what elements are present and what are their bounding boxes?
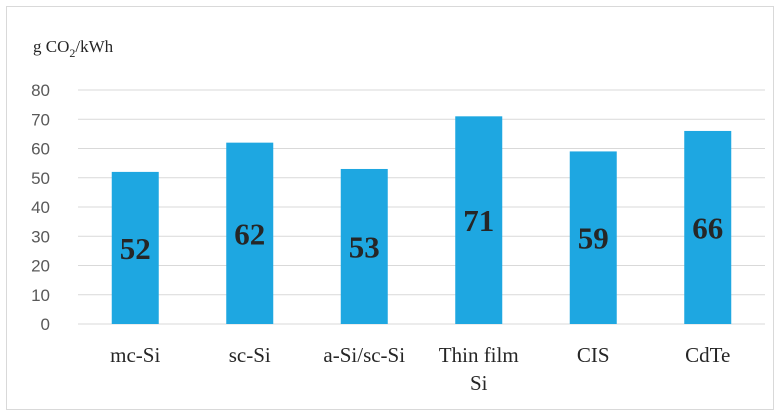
y-tick-label: 80 bbox=[31, 81, 50, 100]
bar bbox=[684, 130, 732, 324]
data-label: 71 bbox=[463, 203, 494, 238]
y-axis-label: g CO2/kWh bbox=[33, 37, 114, 60]
y-tick-label: 40 bbox=[31, 198, 50, 217]
data-label: 66 bbox=[692, 210, 723, 245]
y-tick-label: 30 bbox=[31, 227, 50, 246]
data-label: 53 bbox=[349, 229, 380, 264]
data-labels: 52 62 53 71 59 66 bbox=[120, 203, 724, 266]
data-label: 59 bbox=[578, 221, 609, 256]
x-tick-label: sc-Si bbox=[229, 343, 271, 367]
y-tick-label: 50 bbox=[31, 169, 50, 188]
bar bbox=[455, 116, 503, 324]
data-label: 52 bbox=[120, 231, 151, 266]
x-tick-label: CIS bbox=[577, 343, 610, 367]
data-label: 62 bbox=[234, 216, 265, 251]
x-tick-label: CdTe bbox=[685, 343, 730, 367]
x-tick-label: mc-Si bbox=[110, 343, 160, 367]
bar bbox=[111, 171, 159, 324]
y-tick-label: 70 bbox=[31, 110, 50, 129]
y-tick-label: 60 bbox=[31, 140, 50, 159]
y-tick-label: 20 bbox=[31, 257, 50, 276]
x-tick-labels: mc-Si sc-Si a-Si/sc-Si Thin film Si CIS CdTe bbox=[110, 343, 730, 395]
bar bbox=[226, 142, 274, 324]
y-tick-label: 10 bbox=[31, 286, 50, 305]
bar bbox=[340, 168, 388, 324]
y-tick-labels: 0 10 20 30 40 50 60 70 80 bbox=[31, 81, 50, 334]
y-tick-label: 0 bbox=[41, 315, 50, 334]
gridlines bbox=[78, 89, 765, 325]
bars bbox=[111, 116, 732, 324]
bar bbox=[569, 151, 617, 324]
x-tick-label: a-Si/sc-Si bbox=[323, 343, 405, 367]
x-tick-label: Thin film Si bbox=[439, 343, 519, 395]
